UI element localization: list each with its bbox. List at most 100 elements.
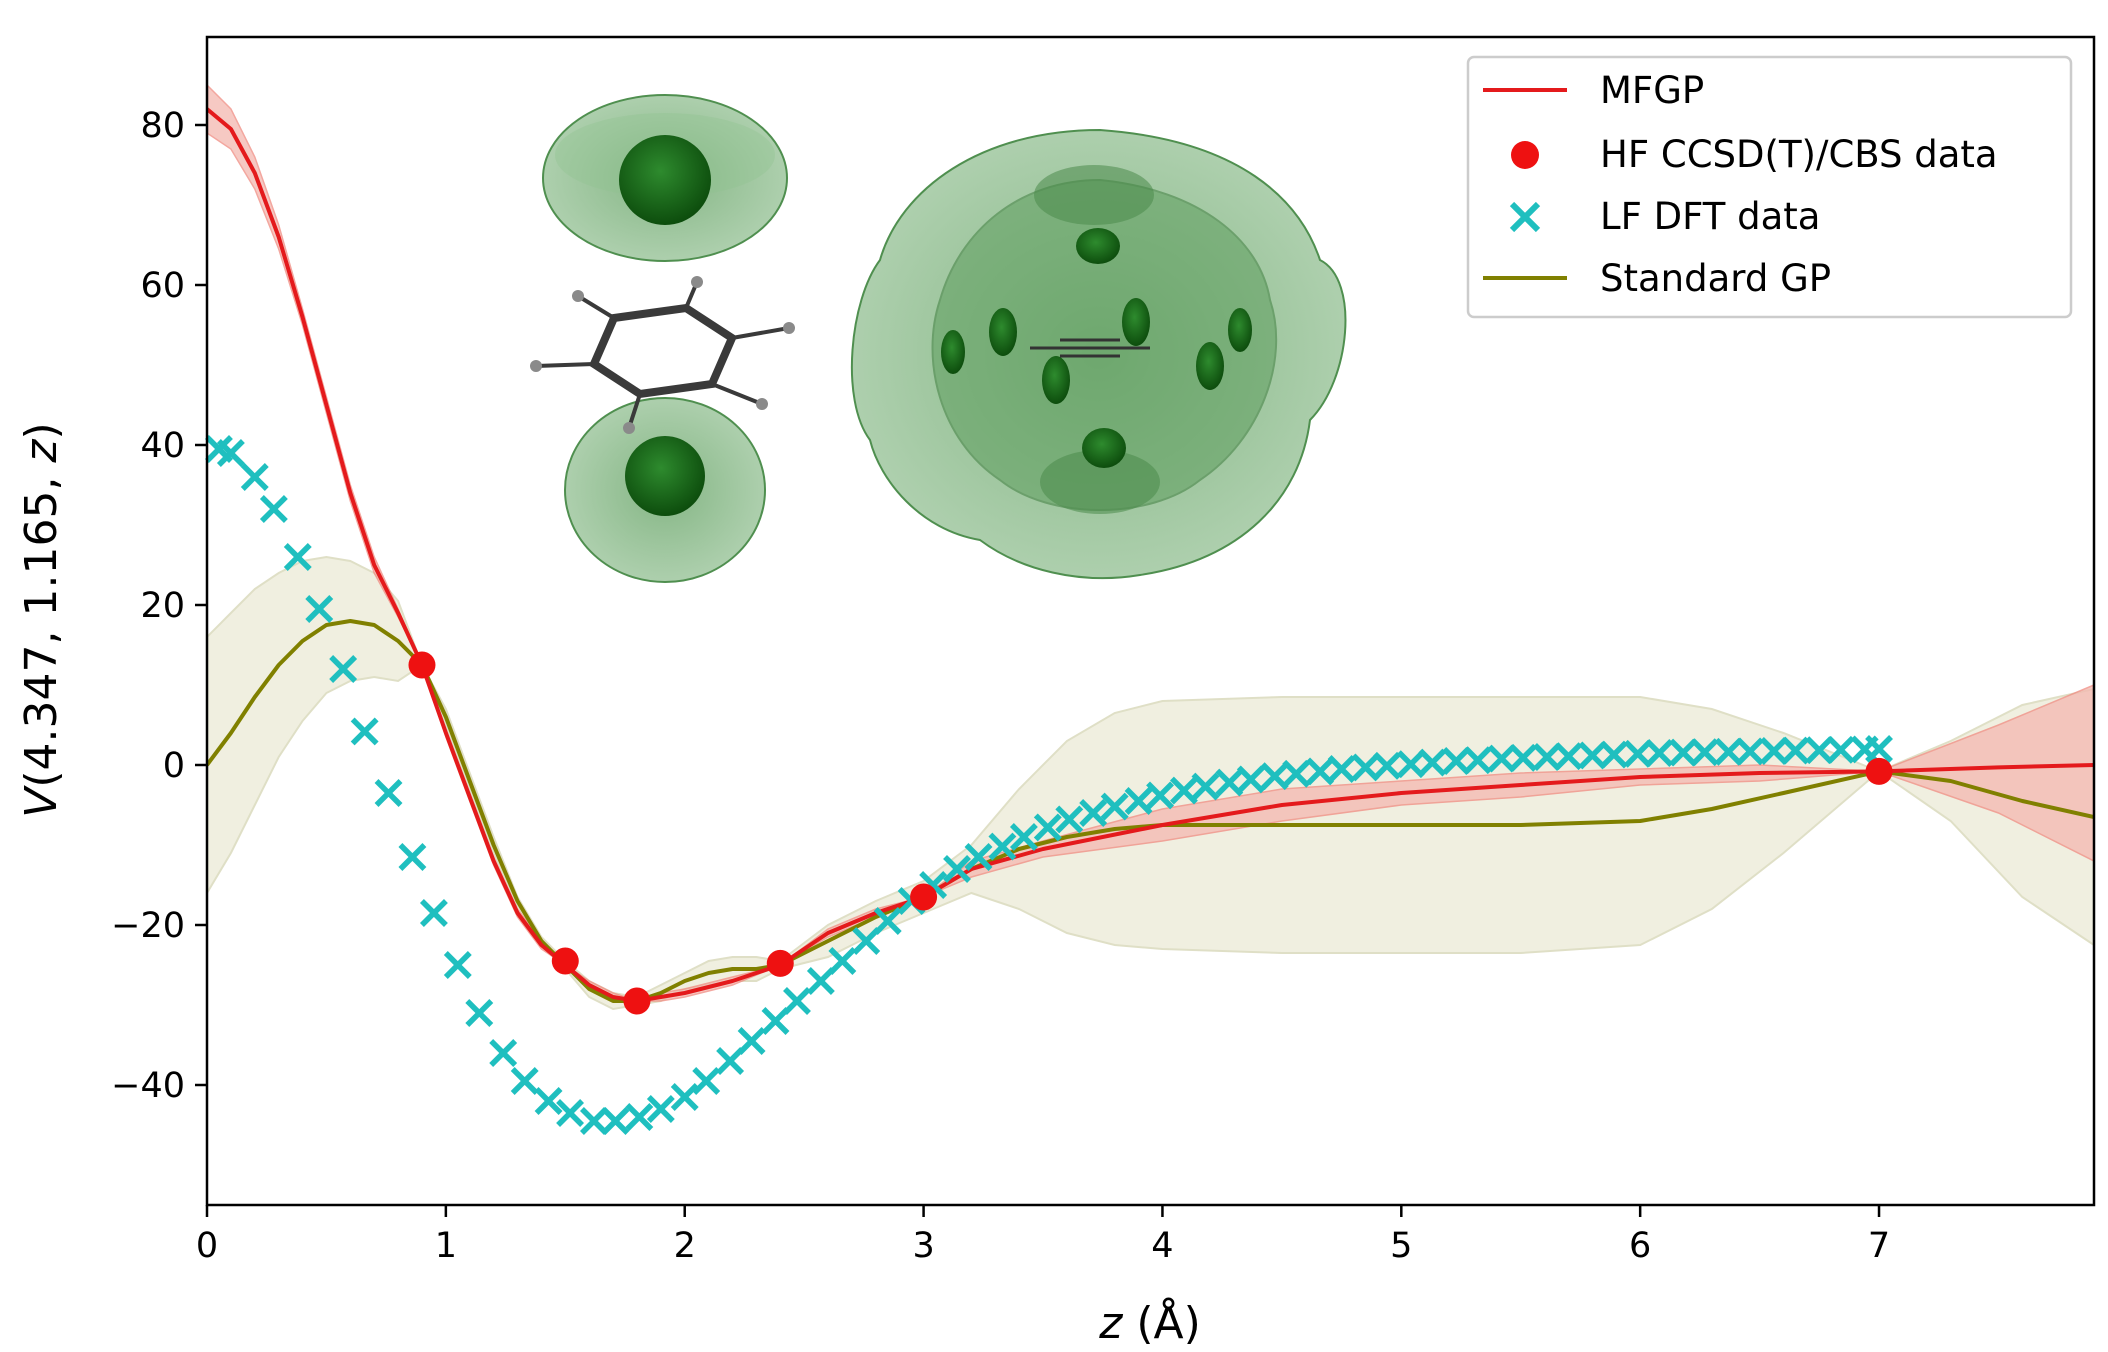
hf-ccsdt-point: [766, 949, 794, 977]
lf-dft-point: [783, 987, 811, 1015]
lf-dft-point: [1124, 787, 1153, 815]
lf-dft-point: [350, 717, 379, 746]
lf-dft-point: [534, 1087, 563, 1115]
y-tick-label: 80: [140, 106, 185, 146]
y-tick-label: 40: [140, 426, 185, 466]
x-tick-label: 5: [1390, 1226, 1412, 1266]
standard-gp-line: [207, 619, 2094, 1003]
lf-dft-point: [601, 1107, 630, 1135]
lf-dft-point: [806, 967, 835, 995]
lf-dft-point: [510, 1067, 539, 1095]
legend-box: [1466, 55, 2073, 319]
lf-dft-point: [1396, 750, 1425, 779]
x-tick-label: 0: [196, 1226, 218, 1266]
lf-dft-point: [1736, 737, 1764, 766]
y-axis-label: V(4.347, 1.165, z): [16, 422, 67, 817]
lf-dft-point: [259, 495, 288, 523]
lf-dft-point: [1009, 823, 1038, 851]
lf-dft-point: [1805, 736, 1834, 765]
lf-dft-point: [1623, 739, 1652, 768]
lf-dft-point: [625, 1103, 654, 1131]
lf-dft-point: [1033, 813, 1062, 842]
lf-dft-point: [419, 899, 448, 927]
lf-dft-point: [1055, 805, 1084, 834]
y-tick-label: 20: [140, 586, 185, 626]
lf-dft-point: [1714, 737, 1743, 766]
lf-dft-point: [1533, 743, 1561, 771]
lf-dft-point: [1146, 781, 1174, 810]
lf-dft-point: [305, 595, 334, 623]
legend-hf-label: HF CCSD(T)/CBS data: [1600, 133, 1998, 176]
lf-dft-point: [1282, 759, 1311, 788]
lf-dft-point: [1169, 776, 1198, 805]
lf-dft-point: [1373, 751, 1401, 780]
lf-dft-point: [1351, 753, 1380, 782]
lf-dft-point: [465, 999, 494, 1027]
legend-lf-swatch: [1509, 201, 1541, 233]
lf-dft-point: [1669, 738, 1698, 767]
lf-dft-point: [1578, 741, 1607, 770]
lf-dft-point: [716, 1047, 745, 1075]
lf-dft-point: [737, 1027, 766, 1055]
lf-dft-point: [692, 1067, 721, 1095]
lf-dft-point: [1418, 748, 1447, 777]
hf-ccsdt-point: [551, 947, 579, 975]
lf-dft-point: [1487, 744, 1516, 773]
lf-dft-point: [556, 1099, 585, 1127]
lf-dft-point: [964, 843, 993, 871]
x-tick-label: 7: [1868, 1226, 1890, 1266]
benzene-molecule-icon: [530, 276, 795, 434]
lf-dft-point: [670, 1083, 699, 1111]
lf-dft-point: [1645, 739, 1674, 767]
lf-dft-point: [1442, 747, 1471, 775]
x-tick-label: 4: [1151, 1226, 1173, 1266]
x-tick-label: 1: [435, 1226, 457, 1266]
hf-ccsdt-point: [1865, 757, 1893, 785]
legend-hf-swatch: [1511, 141, 1539, 169]
lf-dft-point: [1327, 755, 1356, 783]
plot-frame: [205, 35, 2096, 1207]
lf-dft-point: [398, 843, 427, 871]
lf-dft-point: [1463, 746, 1492, 775]
molecule-isosurface-inset: [530, 94, 1347, 583]
hf-ccsdt-point: [623, 987, 651, 1015]
lf-dft-point: [943, 855, 971, 883]
lf-dft-point: [646, 1095, 675, 1123]
lower-lobe-icon: [564, 397, 766, 583]
x-tick-label: 3: [912, 1226, 934, 1266]
y-tick-label: 60: [140, 266, 185, 306]
series-markers: [204, 435, 1893, 1135]
x-tick-label: 6: [1629, 1226, 1651, 1266]
lf-dft-point: [828, 947, 857, 975]
lf-dft-point: [1759, 737, 1788, 765]
hf-ccsdt-point: [910, 883, 938, 911]
lf-dft-point: [1781, 736, 1810, 765]
legend-lf-label: LF DFT data: [1600, 195, 1820, 238]
lf-dft-point: [1554, 742, 1583, 771]
lf-dft-point: [1100, 792, 1129, 821]
lf-dft-point: [1865, 735, 1893, 763]
x-tick-label: 2: [674, 1226, 696, 1266]
lf-dft-point: [988, 832, 1017, 861]
lf-dft-point: [1826, 735, 1855, 764]
y-tick-label: −40: [111, 1066, 185, 1106]
x-axis: 0 1 2 3 4 5 6 7: [196, 1205, 1890, 1266]
legend: MFGP HF CCSD(T)/CBS data LF DFT data Sta…: [1466, 55, 2073, 319]
lf-dft-point: [374, 779, 403, 807]
legend-mfgp-label: MFGP: [1600, 69, 1704, 112]
lf-dft-point: [1599, 740, 1628, 769]
x-axis-label: z (Å): [1098, 1296, 1201, 1349]
legend-standard-gp-label: Standard GP: [1600, 257, 1831, 300]
y-tick-label: 0: [163, 746, 185, 786]
y-axis: 80 60 40 20 0 −20 −40: [111, 106, 207, 1106]
lf-dft-point: [489, 1039, 518, 1067]
y-tick-label: −20: [111, 906, 185, 946]
lf-dft-point: [1236, 765, 1265, 794]
lf-dft-point: [761, 1007, 790, 1035]
lf-dft-point: [443, 951, 472, 979]
lf-dft-point: [329, 655, 358, 683]
upper-lobe-icon: [542, 94, 788, 262]
lf-dft-point: [852, 927, 881, 955]
lf-dft-point: [216, 439, 245, 467]
